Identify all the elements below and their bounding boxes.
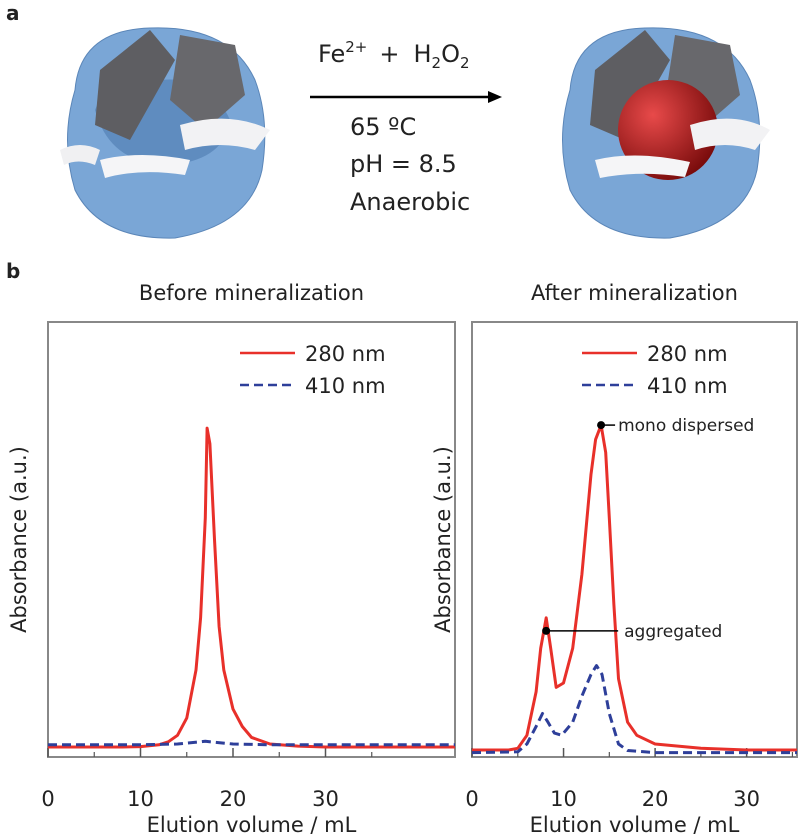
- x-tick-label: 20: [642, 787, 669, 811]
- charge: 2+: [345, 38, 367, 56]
- legend-label: 410 nm: [647, 374, 728, 398]
- subscript: 2: [432, 54, 442, 72]
- reagent: Fe: [318, 40, 345, 68]
- x-axis-label: Elution volume / mL: [530, 813, 740, 837]
- x-axis-label: Elution volume / mL: [147, 813, 357, 837]
- x-tick-label: 0: [41, 787, 54, 811]
- legend-label: 280 nm: [647, 342, 728, 366]
- arrow-head: [488, 91, 502, 103]
- x-tick-label: 20: [220, 787, 247, 811]
- chart-title: Before mineralization: [139, 281, 364, 305]
- protein-cage-mineralized: [562, 27, 770, 239]
- annotation-text: mono dispersed: [618, 416, 754, 436]
- protein-cage: [60, 27, 270, 239]
- y-axis-label: Absorbance (a.u.): [431, 446, 455, 633]
- plot-frame: [471, 321, 798, 758]
- data-line: [48, 426, 455, 749]
- condition: pH = 8.5: [350, 150, 457, 178]
- x-tick-label: 0: [465, 787, 478, 811]
- plot-frame: [47, 321, 456, 758]
- data-line: [48, 739, 455, 747]
- x-tick-label: 10: [127, 787, 154, 811]
- chart-title: After mineralization: [531, 281, 738, 305]
- data-line: [472, 423, 797, 752]
- panel-label: b: [6, 259, 20, 283]
- reagent: H: [414, 40, 432, 68]
- reagent: O: [441, 40, 460, 68]
- legend-label: 280 nm: [305, 342, 386, 366]
- iron-core: [618, 80, 718, 180]
- panel-label: a: [6, 1, 20, 25]
- x-tick-label: 30: [312, 787, 339, 811]
- x-tick-label: 10: [550, 787, 577, 811]
- reaction: Fe2+ + H2O2: [318, 38, 470, 72]
- legend-label: 410 nm: [305, 374, 386, 398]
- annotation-text: aggregated: [624, 622, 722, 642]
- condition: Anaerobic: [350, 188, 470, 216]
- y-axis-label: Absorbance (a.u.): [7, 446, 31, 633]
- condition: 65 ºC: [350, 113, 416, 141]
- data-line: [471, 664, 797, 755]
- x-tick-label: 30: [733, 787, 760, 811]
- plus: +: [379, 40, 399, 68]
- subscript: 2: [460, 54, 470, 72]
